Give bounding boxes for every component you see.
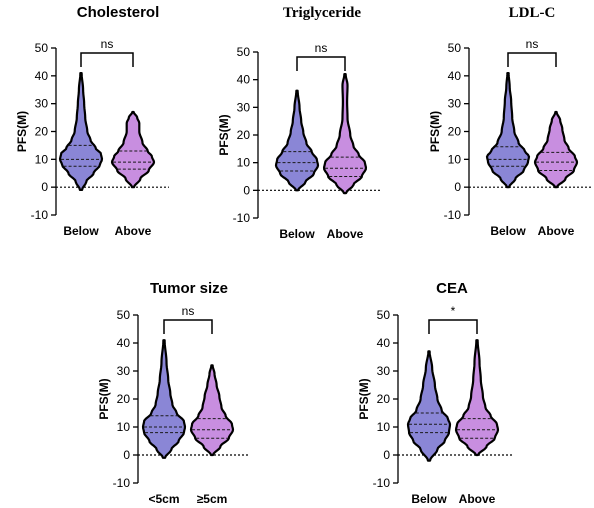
y-tick-label: 50 (117, 308, 131, 322)
violin-≥5cm (189, 364, 235, 457)
chart-title: CEA (436, 280, 468, 297)
x-category-label: Above (115, 224, 152, 238)
y-tick-label: 30 (117, 364, 131, 378)
panel-5: CEA -10 0 10 20 30 40 50 PFS(M) Below Above * (357, 280, 513, 506)
violin-Above (454, 339, 500, 457)
violin-Below (58, 71, 104, 192)
panel-2: Triglyceride -10 0 10 20 30 40 50 PFS(M) Below Abo… (217, 5, 381, 241)
significance-bracket (80, 52, 134, 67)
violin-body (189, 364, 235, 457)
y-tick-label: 0 (454, 180, 461, 194)
chart-title: Tumor size (150, 280, 228, 297)
x-category-label: Below (411, 492, 447, 506)
y-tick-label: 40 (117, 336, 131, 350)
violin-Below (274, 89, 320, 192)
violin-body (141, 339, 187, 459)
significance-label: ns (315, 41, 328, 55)
violin-body (110, 110, 156, 189)
y-tick-label: 40 (377, 336, 391, 350)
y-tick-label: 30 (237, 100, 251, 114)
y-tick-label: 30 (35, 97, 49, 111)
y-tick-label: 40 (35, 69, 49, 83)
y-tick-label: 40 (448, 69, 462, 83)
violin-Above (322, 73, 368, 195)
y-tick-label: 20 (377, 392, 391, 406)
violin-Below (406, 350, 452, 462)
y-tick-label: 10 (35, 152, 49, 166)
chart-title: Triglyceride (283, 5, 361, 21)
y-tick-label: 0 (243, 183, 250, 197)
x-category-label: Below (279, 227, 315, 241)
significance-label: ns (182, 304, 195, 318)
y-tick-label: 40 (237, 73, 251, 87)
chart-title: LDL-C (509, 5, 556, 21)
violin-<5cm (141, 339, 187, 459)
y-tick-label: 0 (41, 180, 48, 194)
significance-label: ns (101, 37, 114, 51)
y-tick-label: 20 (117, 392, 131, 406)
y-tick-label: 30 (377, 364, 391, 378)
y-tick-label: 0 (123, 448, 130, 462)
y-tick-label: 30 (448, 97, 462, 111)
significance-bracket (296, 56, 346, 71)
y-tick-label: 50 (448, 41, 462, 55)
y-axis-label: PFS(M) (15, 111, 29, 152)
y-tick-label: -10 (444, 208, 462, 222)
x-category-label: Above (538, 224, 575, 238)
panel-4: Tumor size -10 0 10 20 30 40 50 PFS(M) <5cm ≥5cm ns (97, 280, 248, 506)
violin-Below (485, 71, 531, 189)
y-axis-label: PFS(M) (357, 378, 371, 419)
significance-bracket (507, 52, 557, 67)
x-category-label: ≥5cm (197, 492, 228, 506)
y-tick-label: 10 (377, 420, 391, 434)
significance-bracket (163, 319, 213, 334)
y-tick-label: -10 (113, 476, 131, 490)
x-category-label: Below (63, 224, 99, 238)
y-tick-label: -10 (233, 211, 251, 225)
y-tick-label: 20 (237, 128, 251, 142)
significance-label: ns (526, 37, 539, 51)
x-category-label: Above (459, 492, 496, 506)
violin-Above (533, 110, 579, 189)
panel-3: LDL-C -10 0 10 20 30 40 50 PFS(M) Below Above ns (428, 5, 592, 238)
y-tick-label: 50 (237, 45, 251, 59)
significance-bracket (428, 319, 478, 334)
violin-body (322, 73, 368, 195)
y-tick-label: 0 (383, 448, 390, 462)
significance-label: * (451, 304, 456, 318)
y-tick-label: 10 (448, 152, 462, 166)
violin-body (454, 339, 500, 457)
violin-body (58, 71, 104, 192)
y-tick-label: 10 (237, 156, 251, 170)
panel-1: Cholesterol -10 0 10 20 30 40 50 PFS(M) Below Abov… (15, 4, 169, 238)
y-tick-label: -10 (31, 208, 49, 222)
y-tick-label: 20 (35, 125, 49, 139)
y-tick-label: -10 (373, 476, 391, 490)
violin-body (533, 110, 579, 189)
y-tick-label: 50 (35, 41, 49, 55)
y-tick-label: 20 (448, 125, 462, 139)
y-axis-label: PFS(M) (217, 114, 231, 155)
y-axis-label: PFS(M) (428, 111, 442, 152)
violin-body (406, 350, 452, 462)
chart-title: Cholesterol (77, 4, 160, 21)
y-axis-label: PFS(M) (97, 378, 111, 419)
violin-Above (110, 110, 156, 189)
x-category-label: Below (490, 224, 526, 238)
violin-body (485, 71, 531, 189)
x-category-label: <5cm (148, 492, 179, 506)
violin-body (274, 89, 320, 192)
x-category-label: Above (327, 227, 364, 241)
y-tick-label: 10 (117, 420, 131, 434)
y-tick-label: 50 (377, 308, 391, 322)
